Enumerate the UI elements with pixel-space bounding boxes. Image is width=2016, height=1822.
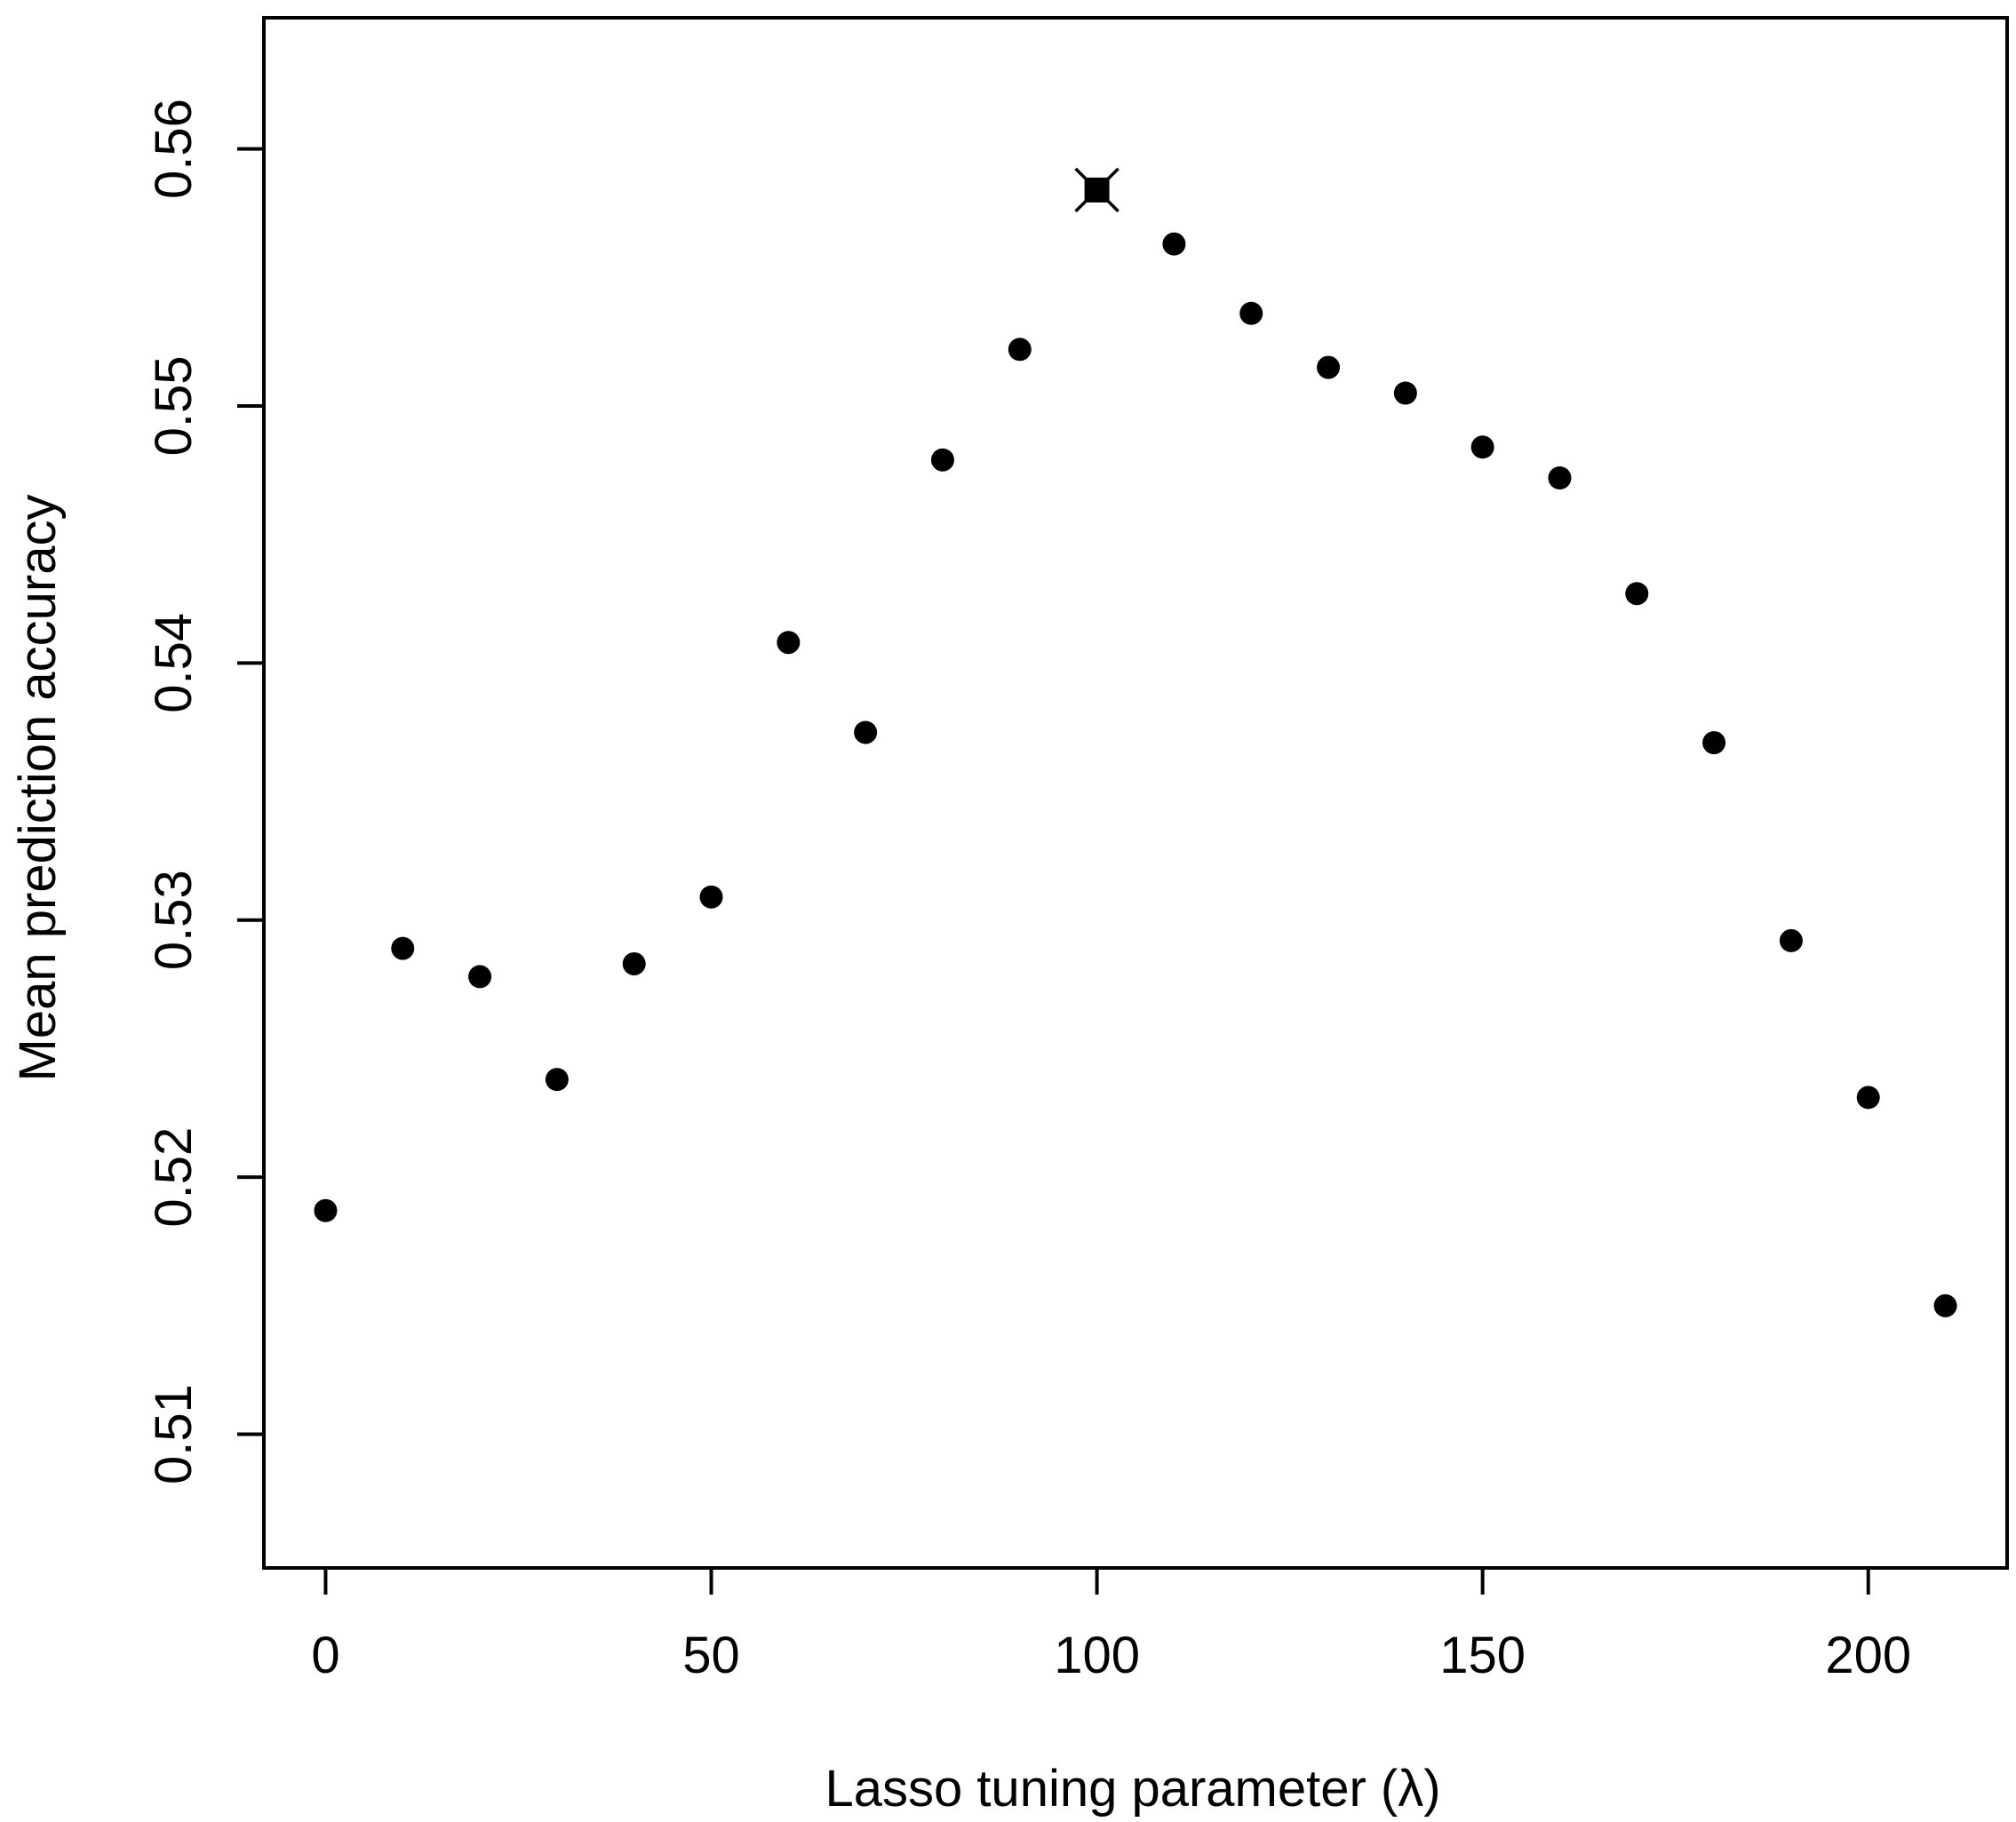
data-point bbox=[699, 885, 723, 909]
data-point bbox=[1470, 435, 1494, 459]
data-point bbox=[777, 631, 801, 655]
y-tick-label: 0.53 bbox=[145, 870, 203, 970]
x-tick-label: 200 bbox=[1825, 1627, 1911, 1684]
y-axis: 0.51 0.52 0.53 0.54 0.55 0.56 bbox=[145, 99, 266, 1484]
data-point bbox=[622, 951, 646, 975]
data-point bbox=[854, 720, 878, 744]
highlight-marker bbox=[1074, 167, 1120, 213]
data-point bbox=[1162, 232, 1186, 256]
y-axis-title: Mean prediction accuracy bbox=[9, 495, 67, 1082]
data-point bbox=[1702, 731, 1726, 755]
y-tick-label: 0.54 bbox=[145, 613, 203, 713]
data-point bbox=[1548, 466, 1572, 490]
x-axis: 0 50 100 150 200 bbox=[311, 1566, 1911, 1684]
data-point bbox=[1239, 301, 1263, 325]
data-points bbox=[314, 232, 1957, 1317]
y-tick-label: 0.55 bbox=[145, 356, 203, 457]
data-point bbox=[1625, 582, 1649, 606]
x-tick-label: 150 bbox=[1439, 1627, 1526, 1684]
data-point bbox=[1933, 1293, 1957, 1317]
data-point bbox=[930, 448, 954, 472]
plot-frame bbox=[262, 16, 2009, 1570]
data-point bbox=[468, 965, 492, 989]
data-point bbox=[1393, 381, 1417, 405]
x-axis-title: Lasso tuning parameter (λ) bbox=[825, 1760, 1440, 1818]
data-point bbox=[1008, 338, 1032, 362]
y-tick-label: 0.52 bbox=[145, 1127, 203, 1228]
x-tick-label: 100 bbox=[1054, 1627, 1140, 1684]
data-point bbox=[545, 1068, 569, 1092]
x-tick-label: 50 bbox=[682, 1627, 740, 1684]
data-point bbox=[1856, 1086, 1880, 1110]
data-point bbox=[1317, 355, 1341, 379]
highlight-cross bbox=[1074, 167, 1120, 213]
data-point bbox=[314, 1198, 338, 1222]
y-tick-label: 0.51 bbox=[145, 1384, 203, 1484]
x-tick-label: 0 bbox=[311, 1627, 339, 1684]
y-tick-label: 0.56 bbox=[145, 99, 203, 199]
data-point bbox=[391, 936, 415, 960]
data-point bbox=[1779, 928, 1803, 952]
